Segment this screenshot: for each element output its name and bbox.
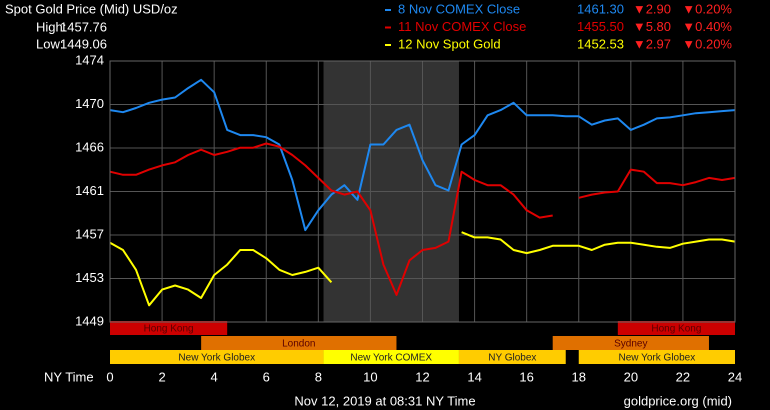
session-label: NY Globex [488, 353, 536, 364]
x-tick-label: 2 [158, 369, 165, 384]
y-tick-label: 1474 [75, 52, 104, 67]
legend-close: 1452.53 [577, 36, 624, 51]
session-label: New York Globex [178, 353, 255, 364]
session-bar [323, 350, 459, 364]
x-tick-label: 24 [728, 369, 742, 384]
session-label: Sydney [614, 339, 647, 350]
x-tick-label: 20 [624, 369, 638, 384]
session-bar [110, 350, 324, 364]
x-tick-label: 10 [363, 369, 377, 384]
session-bar [458, 350, 566, 364]
x-tick-label: 16 [519, 369, 533, 384]
legend-close: 1461.30 [577, 1, 624, 16]
y-tick-label: 1449 [75, 313, 104, 328]
footer: Nov 12, 2019 at 08:31 NY Time [294, 393, 475, 408]
legend-change-pct: ▼0.40% [682, 19, 732, 34]
y-tick-label: 1470 [75, 96, 104, 111]
session-bar [552, 336, 709, 350]
legend-name: 8 Nov COMEX Close [398, 1, 520, 16]
x-tick-label: 4 [211, 369, 218, 384]
x-axis-label: NY Time [44, 369, 94, 384]
y-tick-label: 1461 [75, 183, 104, 198]
x-tick-label: 22 [676, 369, 690, 384]
legend-change: ▼2.90 [633, 1, 671, 16]
series-line [109, 142, 736, 296]
legend-change: ▼5.80 [633, 19, 671, 34]
session-bar [110, 321, 228, 335]
series-line [109, 78, 736, 232]
series-line [109, 231, 736, 307]
high-label: High: [36, 19, 66, 34]
x-tick-label: 18 [572, 369, 586, 384]
x-tick-label: 12 [415, 369, 429, 384]
session-label: Hong Kong [651, 324, 701, 335]
session-bar [617, 321, 735, 335]
x-tick-label: 8 [315, 369, 322, 384]
legend-change: ▼2.97 [633, 36, 671, 51]
session-label: New York Globex [619, 353, 696, 364]
session-label: New York COMEX [350, 353, 432, 364]
y-tick-label: 1457 [75, 226, 104, 241]
low-label: Low: [36, 36, 63, 51]
session-bar [578, 350, 735, 364]
x-tick-label: 0 [106, 369, 113, 384]
x-tick-label: 14 [467, 369, 481, 384]
session-bar [201, 336, 397, 350]
y-tick-label: 1466 [75, 139, 104, 154]
session-label: London [282, 339, 315, 350]
low-value: 1449.06 [60, 36, 107, 51]
legend-change-pct: ▼0.20% [682, 1, 732, 16]
legend-name: 11 Nov COMEX Close [398, 19, 526, 34]
y-tick-label: 1453 [75, 270, 104, 285]
legend-name: 12 Nov Spot Gold [398, 36, 501, 51]
plot-border [109, 60, 736, 323]
high-value: 1457.76 [60, 19, 107, 34]
legend-change-pct: ▼0.20% [682, 36, 732, 51]
x-tick-label: 6 [263, 369, 270, 384]
source: goldprice.org (mid) [624, 393, 732, 408]
chart-title: Spot Gold Price (Mid) USD/oz [5, 1, 178, 16]
session-label: Hong Kong [144, 324, 194, 335]
legend-close: 1455.50 [577, 19, 624, 34]
